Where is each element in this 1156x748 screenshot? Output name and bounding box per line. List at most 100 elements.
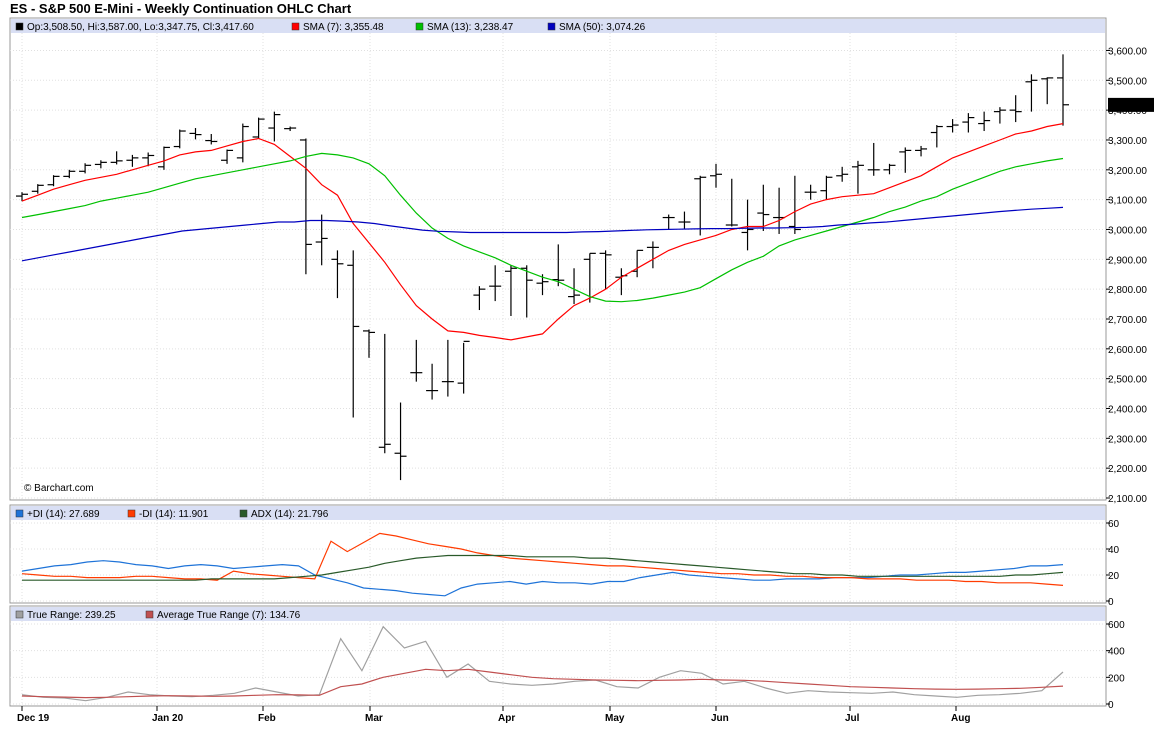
legend-label: SMA (50): 3,074.26 [559, 22, 646, 33]
ohlc-bar [236, 123, 249, 163]
ohlc-bar [63, 169, 76, 179]
ohlc-bar [315, 214, 328, 266]
legend-label: SMA (13): 3,238.47 [427, 22, 514, 33]
ohlc-bar [1041, 77, 1054, 105]
dmi-tick-label-0: 0 [1108, 597, 1114, 608]
sma-line-0 [21, 123, 1064, 341]
sma-line-1 [21, 152, 1064, 303]
x-tick-label-0: Dec 19 [17, 713, 50, 724]
pane-frame-1 [9, 504, 1107, 604]
legend-label: Op:3,508.50, Hi:3,587.00, Lo:3,347.75, C… [27, 22, 254, 33]
ohlc-bar [331, 250, 344, 299]
price-tick-label-4: 2,500.00 [1108, 375, 1147, 386]
legend-swatch [127, 509, 136, 518]
tr-tick-label-2: 400 [1108, 647, 1125, 658]
ohlc-bar [867, 142, 880, 176]
ohlc-bar [930, 125, 943, 148]
ohlc-bar [252, 117, 265, 139]
legend-label: +DI (14): 27.689 [27, 509, 100, 520]
x-tick-label-5: May [605, 713, 625, 724]
ohlc-bar [126, 154, 139, 167]
ohlc-bar [94, 160, 107, 169]
ohlc-bar [583, 252, 596, 303]
price-tick-label-5: 2,600.00 [1108, 345, 1147, 356]
price-tick-label-15: 3,600.00 [1108, 46, 1147, 57]
legend-swatch [15, 610, 24, 619]
ohlc-bar [599, 250, 612, 290]
sma-line-2 [21, 206, 1064, 262]
ohlc-bar [993, 107, 1006, 124]
ohlc-bar [883, 163, 896, 175]
ohlc-bar [962, 113, 975, 133]
ohlc-bar [504, 265, 517, 317]
price-tick-label-0: 2,100.00 [1108, 494, 1147, 505]
legend-swatch [415, 22, 424, 31]
ohlc-bar [157, 146, 170, 170]
x-tick-label-4: Apr [498, 713, 515, 724]
ohlc-bar [820, 175, 833, 200]
price-tick-label-11: 3,200.00 [1108, 166, 1147, 177]
price-tick-label-6: 2,700.00 [1108, 315, 1147, 326]
ohlc-bar [378, 333, 391, 454]
ohlc-bar [836, 166, 849, 182]
price-tick-label-7: 2,800.00 [1108, 285, 1147, 296]
x-tick-label-8: Aug [951, 713, 970, 724]
last-price-label: 3,417.60 [1112, 101, 1151, 112]
ohlc-bar [899, 147, 912, 173]
legend-swatch [291, 22, 300, 31]
ohlc-bar [205, 134, 218, 145]
ohlc-bar [646, 241, 659, 269]
ohlc-bar [725, 178, 738, 227]
ohlc-bar [946, 119, 959, 133]
ohlc-bar [173, 129, 186, 149]
ohlc-bar [299, 138, 312, 275]
legend-label: SMA (7): 3,355.48 [303, 22, 384, 33]
ohlc-bar [915, 145, 928, 157]
ohlc-bar [678, 211, 691, 230]
x-tick-label-6: Jun [711, 713, 729, 724]
ohlc-bar [1009, 95, 1022, 123]
watermark-text: © Barchart.com [24, 483, 94, 494]
dmi-line-1 [21, 532, 1064, 586]
ohlc-bar [394, 402, 407, 481]
legend-swatch [15, 22, 24, 31]
price-tick-label-10: 3,100.00 [1108, 196, 1147, 207]
ohlc-bar [710, 163, 722, 188]
price-tick-label-3: 2,400.00 [1108, 404, 1147, 415]
x-tick-label-3: Mar [365, 713, 383, 724]
ohlc-bar [31, 184, 44, 194]
x-tick-label-2: Feb [258, 713, 276, 724]
ohlc-bar [788, 175, 801, 234]
ohlc-bar [221, 149, 234, 164]
pane-legend-bg-2 [11, 607, 1105, 621]
dmi-tick-label-3: 60 [1108, 519, 1120, 530]
pane-legend-bg-0 [11, 19, 1105, 33]
ohlc-bar [1057, 54, 1069, 126]
legend-swatch [145, 610, 154, 619]
price-tick-label-2: 2,300.00 [1108, 434, 1147, 445]
ohlc-bar [662, 214, 675, 230]
ohlc-bar [268, 111, 281, 142]
price-tick-label-1: 2,200.00 [1108, 464, 1147, 475]
ohlc-bar [142, 152, 155, 167]
dmi-tick-label-1: 20 [1108, 571, 1120, 582]
tr-line-1 [21, 668, 1064, 699]
tr-tick-label-3: 600 [1108, 620, 1125, 631]
ohlc-bar [284, 126, 297, 132]
ohlc-bar [552, 244, 565, 287]
legend-label: Average True Range (7): 134.76 [157, 610, 301, 621]
ohlc-bar [347, 250, 360, 418]
ohlc-bar [1025, 74, 1038, 112]
ohlc-bar [473, 286, 486, 311]
ohlc-bar [16, 192, 28, 202]
ohlc-bar [568, 268, 581, 305]
ohlc-bar [110, 151, 123, 165]
ohlc-bar [741, 199, 754, 251]
ohlc-bar [694, 175, 707, 236]
ohlc-bar [426, 363, 439, 400]
price-tick-label-9: 3,000.00 [1108, 225, 1147, 236]
ohlc-bar [757, 184, 770, 231]
ohlc-bar [363, 329, 375, 358]
x-tick-label-1: Jan 20 [152, 713, 184, 724]
